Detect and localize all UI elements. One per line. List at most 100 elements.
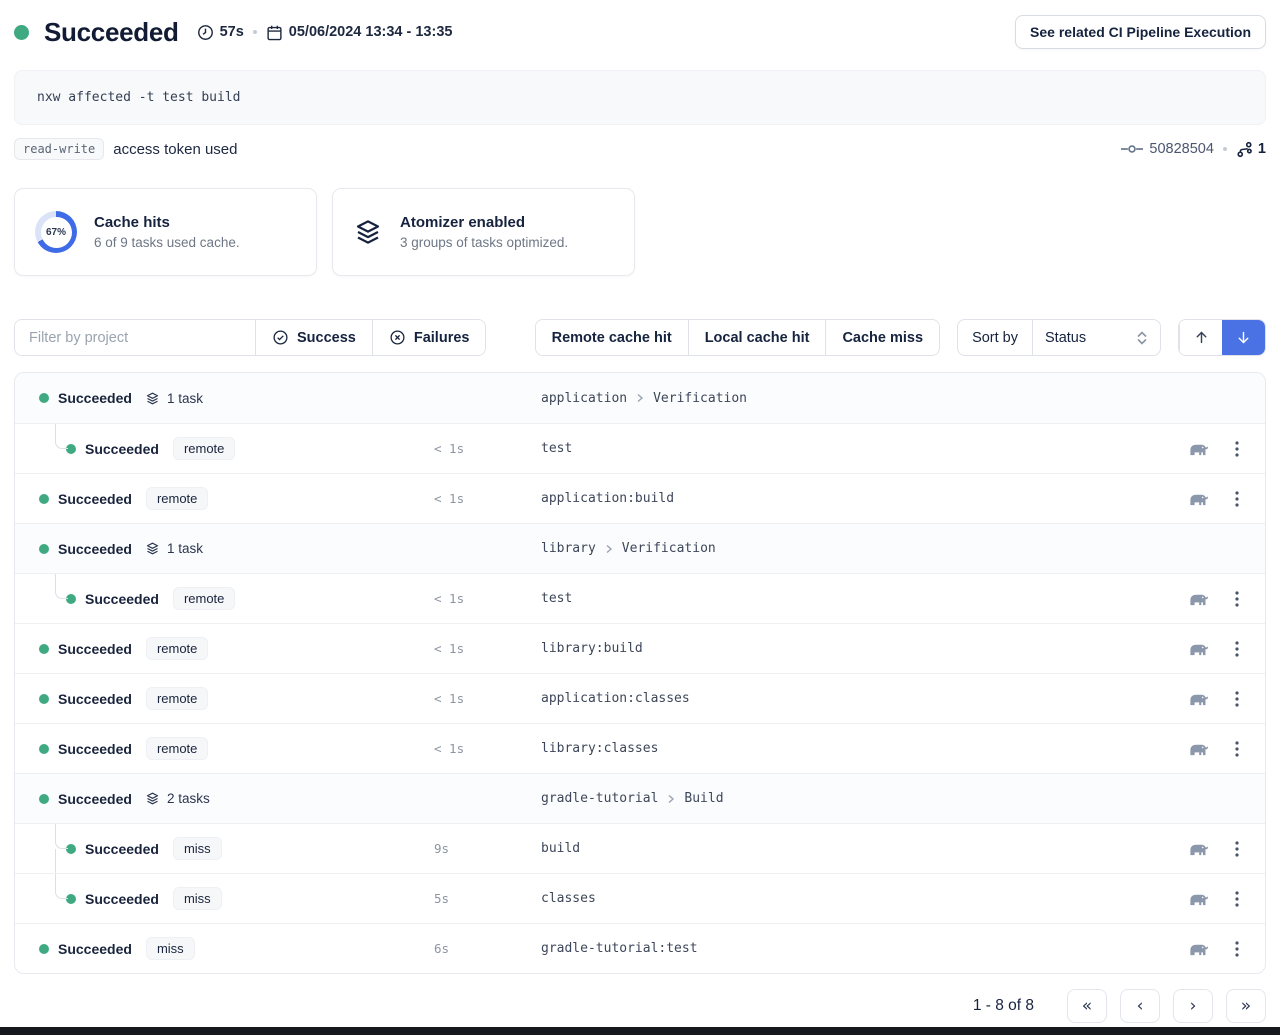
kebab-menu-icon: [1235, 490, 1239, 507]
cache-hits-card[interactable]: 67% Cache hits 6 of 9 tasks used cache.: [14, 188, 317, 276]
gradle-scan-button[interactable]: [1188, 691, 1209, 706]
clock-icon: [197, 24, 214, 41]
cache-miss-button[interactable]: Cache miss: [825, 320, 940, 355]
row-project-target: application Verification: [541, 391, 1165, 406]
row-menu-button[interactable]: [1235, 740, 1239, 757]
prev-page-button[interactable]: ‹: [1120, 989, 1160, 1023]
task-row[interactable]: Succeeded remote < 1s application:classes: [15, 673, 1265, 723]
last-page-button[interactable]: »: [1226, 989, 1266, 1023]
cache-source-badge: miss: [145, 937, 195, 960]
gradle-scan-button[interactable]: [1188, 741, 1209, 756]
tree-connector-line: [55, 849, 56, 874]
task-row[interactable]: Succeeded miss 6s gradle-tutorial:test: [15, 923, 1265, 973]
project-name: library: [541, 541, 596, 556]
row-project-target: library Verification: [541, 541, 1165, 556]
status-dot-success: [39, 543, 49, 554]
row-status: Succeeded: [85, 890, 159, 907]
run-date-range: 05/06/2024 13:34 - 13:35: [266, 24, 452, 41]
dot-separator: [1222, 147, 1227, 151]
sort-descending-button[interactable]: [1222, 320, 1265, 355]
project-filter-input[interactable]: [15, 320, 255, 355]
task-row[interactable]: Succeeded miss 9s build: [15, 823, 1265, 874]
status-dot-success: [66, 443, 76, 454]
commit-icon: [1121, 143, 1144, 155]
row-menu-button[interactable]: [1235, 940, 1239, 957]
row-status: Succeeded: [58, 490, 132, 507]
chevron-right-icon: [604, 544, 614, 554]
row-menu-button[interactable]: [1235, 690, 1239, 707]
gradle-scan-button[interactable]: [1188, 441, 1209, 456]
gradle-elephant-icon: [1188, 641, 1209, 656]
token-row: read-write access token used 50828504 1: [14, 138, 1266, 160]
kebab-menu-icon: [1235, 840, 1239, 857]
gradle-scan-button[interactable]: [1188, 841, 1209, 856]
tree-connector: [55, 874, 68, 899]
sort-select[interactable]: Status: [1032, 320, 1160, 355]
row-menu-button[interactable]: [1235, 640, 1239, 657]
status-dot-success: [39, 793, 49, 804]
task-row[interactable]: Succeeded remote < 1s library:classes: [15, 723, 1265, 773]
bottom-window-edge: [0, 1027, 1280, 1035]
gradle-scan-button[interactable]: [1188, 591, 1209, 606]
related-ci-pipeline-button[interactable]: See related CI Pipeline Execution: [1015, 15, 1266, 49]
local-cache-hit-button[interactable]: Local cache hit: [687, 320, 826, 355]
success-filter-button[interactable]: Success: [255, 320, 372, 355]
layers-icon: [145, 391, 160, 406]
task-group-row[interactable]: Succeeded 1 task application Verification: [15, 373, 1265, 423]
remote-cache-hit-button[interactable]: Remote cache hit: [535, 320, 688, 355]
project-name: application: [541, 390, 628, 406]
first-page-button[interactable]: «: [1067, 989, 1107, 1023]
task-row[interactable]: Succeeded miss 5s classes: [15, 873, 1265, 923]
status-dot-success: [39, 693, 49, 704]
row-menu-button[interactable]: [1235, 890, 1239, 907]
gradle-scan-button[interactable]: [1188, 641, 1209, 656]
card-title: Atomizer enabled: [400, 214, 526, 231]
gradle-scan-button[interactable]: [1188, 491, 1209, 506]
row-menu-button[interactable]: [1235, 440, 1239, 457]
task-group-row[interactable]: Succeeded 2 tasks gradle-tutorial Build: [15, 773, 1265, 823]
target-name: Verification: [621, 541, 716, 556]
row-menu-button[interactable]: [1235, 590, 1239, 607]
commit-id[interactable]: 50828504: [1149, 141, 1214, 157]
calendar-icon: [266, 24, 283, 41]
row-actions: [1165, 590, 1265, 607]
gradle-scan-button[interactable]: [1188, 891, 1209, 906]
next-page-button[interactable]: ›: [1173, 989, 1213, 1023]
row-status-cell: Succeeded remote: [15, 437, 434, 460]
page-header: Succeeded 57s 05/06/2024 13:34 - 13:35 S…: [14, 0, 1266, 49]
kebab-menu-icon: [1235, 690, 1239, 707]
task-row[interactable]: Succeeded remote < 1s test: [15, 573, 1265, 623]
task-group-row[interactable]: Succeeded 1 task library Verification: [15, 523, 1265, 573]
gradle-scan-button[interactable]: [1188, 941, 1209, 956]
row-status-cell: Succeeded remote: [15, 487, 434, 510]
chevron-right-icon: ›: [1189, 996, 1197, 1016]
row-task-name: application:classes: [541, 691, 690, 706]
row-duration: < 1s: [434, 441, 465, 456]
atomizer-card[interactable]: Atomizer enabled 3 groups of tasks optim…: [332, 188, 635, 276]
dot-separator: [252, 30, 257, 34]
task-row[interactable]: Succeeded remote < 1s test: [15, 423, 1265, 473]
gradle-elephant-icon: [1188, 691, 1209, 706]
row-status-cell: Succeeded remote: [15, 737, 434, 760]
row-duration: < 1s: [434, 591, 465, 606]
row-status-cell: Succeeded miss: [15, 937, 434, 960]
x-circle-icon: [389, 329, 406, 346]
row-status: Succeeded: [58, 690, 132, 707]
cache-hit-donut-chart: 67%: [35, 211, 77, 253]
kebab-menu-icon: [1235, 590, 1239, 607]
failures-filter-button[interactable]: Failures: [371, 320, 486, 355]
sort-group: Sort by Status: [957, 319, 1161, 356]
cache-source-badge: remote: [145, 487, 209, 510]
row-status-cell: Succeeded remote: [15, 637, 434, 660]
row-menu-button[interactable]: [1235, 490, 1239, 507]
cache-source-badge: remote: [172, 587, 236, 610]
status-dot-success: [39, 943, 49, 954]
row-menu-button[interactable]: [1235, 840, 1239, 857]
cache-filter-group: Remote cache hit Local cache hit Cache m…: [534, 319, 941, 356]
row-status-cell: Succeeded miss: [15, 887, 434, 910]
task-row[interactable]: Succeeded remote < 1s library:build: [15, 623, 1265, 673]
sort-ascending-button[interactable]: [1179, 320, 1222, 355]
row-status-cell: Succeeded remote: [15, 687, 434, 710]
row-status: Succeeded: [58, 540, 132, 557]
task-row[interactable]: Succeeded remote < 1s application:build: [15, 473, 1265, 523]
